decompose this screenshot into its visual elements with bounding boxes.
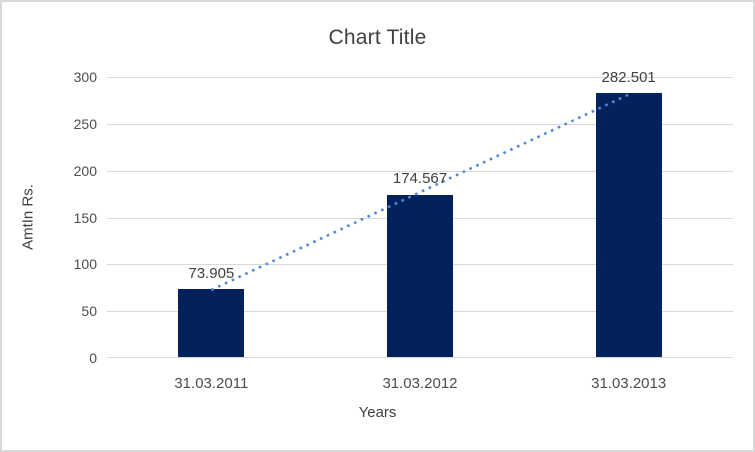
x-axis-line [107, 357, 733, 358]
bar [595, 93, 662, 358]
y-tick-label: 50 [81, 303, 97, 320]
y-tick-label: 0 [89, 350, 97, 366]
x-axis-title: Years [358, 404, 397, 421]
plot-area: 73.905 174.567 282.501 [107, 69, 733, 358]
y-tick-label: 100 [73, 256, 97, 273]
gridline [107, 77, 733, 78]
y-tick-label: 150 [73, 209, 97, 226]
y-tick-label: 250 [73, 115, 97, 132]
chart-title: Chart Title [328, 26, 427, 49]
bar [178, 288, 245, 358]
bar-value-label: 282.501 [601, 69, 656, 87]
bar-value-label: 174.567 [392, 170, 448, 188]
y-axis-title-text: AmtIn Rs. [19, 184, 37, 250]
y-tick-label: 300 [73, 69, 97, 85]
bar-value-label: 73.905 [188, 264, 235, 282]
bar [387, 194, 453, 358]
x-tick-label: 31.03.2013 [591, 375, 667, 392]
x-tick-label: 31.03.2012 [382, 375, 458, 392]
x-tick-label: 31.03.2011 [174, 375, 249, 392]
y-tick-label: 200 [73, 162, 97, 179]
